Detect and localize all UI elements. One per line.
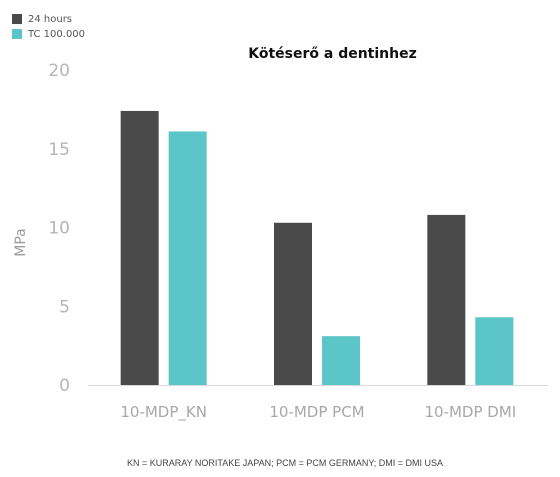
y-tick-label: 0 xyxy=(59,376,70,396)
legend-label-24-hours: 24 hours xyxy=(28,13,73,25)
chart-title: Kötéserő a dentinhez xyxy=(248,46,417,62)
y-axis-label: MPa xyxy=(13,228,29,256)
bar-tc-2 xyxy=(322,336,360,385)
legend: 24 hours TC 100.000 xyxy=(12,12,85,42)
x-tick-label: 10-MDP_KN xyxy=(120,403,207,422)
y-tick-label: 15 xyxy=(48,140,70,160)
legend-item-24-hours: 24 hours xyxy=(12,12,85,26)
y-tick-label: 20 xyxy=(48,61,70,81)
x-tick-label: 10-MDP DMI xyxy=(424,403,516,421)
legend-swatch-24-hours xyxy=(12,14,22,24)
legend-swatch-tc xyxy=(12,29,22,39)
bar-24-hours-3 xyxy=(427,214,466,385)
footnote: KN = KURARAY NORITAKE JAPAN; PCM = PCM G… xyxy=(126,458,444,468)
legend-item-tc: TC 100.000 xyxy=(12,27,85,41)
bar-24-hours-2 xyxy=(274,222,312,385)
legend-label-tc: TC 100.000 xyxy=(28,28,86,40)
bar-tc-1 xyxy=(168,131,207,385)
bar-24-hours-1 xyxy=(120,110,159,385)
y-tick-label: 10 xyxy=(48,219,70,239)
x-tick-label: 10-MDP PCM xyxy=(269,403,364,421)
y-tick-label: 5 xyxy=(59,297,70,317)
bar-tc-3 xyxy=(475,317,514,385)
